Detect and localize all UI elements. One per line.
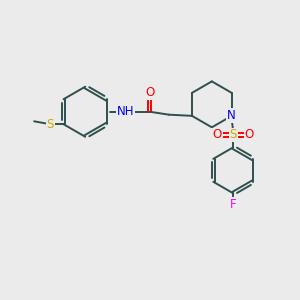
Text: F: F	[230, 198, 236, 211]
Text: N: N	[227, 109, 236, 122]
Text: O: O	[212, 128, 222, 142]
Text: S: S	[230, 128, 237, 142]
Text: S: S	[46, 118, 54, 131]
Text: NH: NH	[117, 105, 134, 118]
Text: O: O	[145, 86, 154, 99]
Text: O: O	[245, 128, 254, 142]
